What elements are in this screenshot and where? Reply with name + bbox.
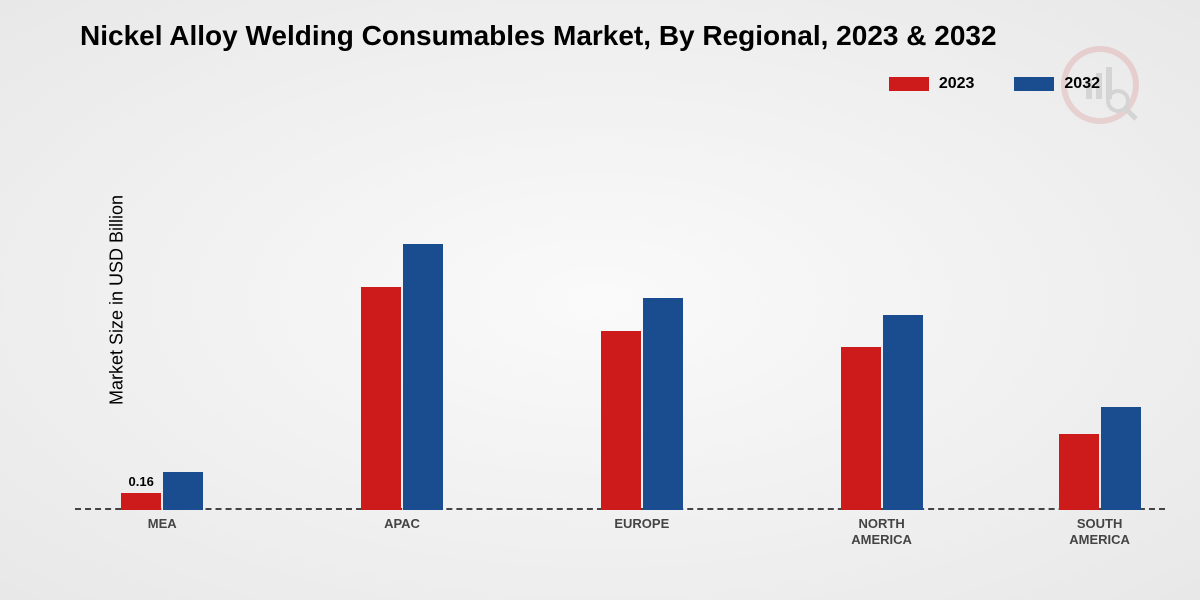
bar-group [1059,407,1141,510]
legend-label-2023: 2023 [939,75,975,93]
bar-2032 [643,298,683,510]
legend-item-2023: 2023 [889,75,975,93]
legend-swatch-2023 [889,77,929,91]
x-axis-label: MEA [102,516,222,532]
legend-item-2032: 2032 [1014,75,1100,93]
plot-area: MEA0.16APACEUROPENORTHAMERICASOUTHAMERIC… [75,130,1165,510]
bar-2023 [1059,434,1099,510]
bar-group [361,244,443,510]
legend: 2023 2032 [889,75,1100,93]
legend-label-2032: 2032 [1064,75,1100,93]
bar-2032 [883,315,923,510]
bar-value-label: 0.16 [129,474,154,489]
x-axis-label: SOUTHAMERICA [1040,516,1160,547]
bar-2023 [121,493,161,510]
x-axis-label: EUROPE [582,516,702,532]
bar-group [601,298,683,510]
bar-2023 [841,347,881,510]
bar-2032 [1101,407,1141,510]
legend-swatch-2032 [1014,77,1054,91]
bar-2032 [403,244,443,510]
bar-2023 [601,331,641,510]
chart-title: Nickel Alloy Welding Consumables Market,… [80,20,997,52]
bar-2032 [163,472,203,510]
x-axis-label: NORTHAMERICA [822,516,942,547]
x-axis-label: APAC [342,516,462,532]
bar-2023 [361,287,401,510]
bar-group [841,315,923,510]
